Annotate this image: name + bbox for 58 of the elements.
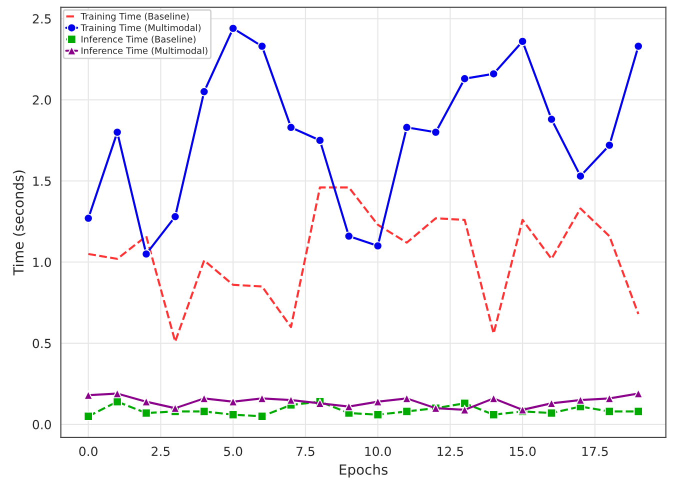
y-tick-label: 1.0 xyxy=(33,258,51,268)
point xyxy=(546,114,556,124)
point xyxy=(257,412,267,421)
point xyxy=(344,231,354,241)
point xyxy=(402,406,412,416)
point xyxy=(402,122,412,132)
x-tick-label: 2.5 xyxy=(152,446,170,456)
x-tick-label: 7.5 xyxy=(296,446,314,456)
legend-label: Training Time (Baseline) xyxy=(80,12,189,22)
y-tick-label: 0.0 xyxy=(32,420,51,430)
x-tick-label: 17.5 xyxy=(582,446,608,456)
point xyxy=(170,212,180,222)
point xyxy=(518,36,528,46)
legend-label: Inference Time (Multimodal) xyxy=(82,47,208,56)
point xyxy=(604,140,614,150)
x-tick-label: 5.0 xyxy=(224,446,242,456)
point xyxy=(84,390,94,400)
y-axis-title: Time (seconds) xyxy=(12,170,26,276)
point xyxy=(634,42,644,51)
point xyxy=(228,410,238,420)
point xyxy=(576,171,586,181)
x-tick-label: 10.0 xyxy=(365,446,391,456)
point xyxy=(112,128,122,137)
line-series xyxy=(87,186,640,343)
point xyxy=(199,406,209,416)
y-tick-label: 1.5 xyxy=(33,176,51,186)
point xyxy=(634,406,644,416)
point xyxy=(228,24,238,34)
y-tick-label: 2.5 xyxy=(32,14,51,24)
point xyxy=(286,122,296,132)
x-tick-label: 0.0 xyxy=(79,446,98,456)
x-tick-label: 15.0 xyxy=(510,446,536,456)
point xyxy=(373,397,383,406)
point xyxy=(373,410,383,420)
point xyxy=(228,397,238,406)
point xyxy=(84,412,94,421)
point xyxy=(488,69,498,79)
legend-label: Training Time (Multimodal) xyxy=(80,24,201,33)
legend-label: Inference Time (Baseline) xyxy=(82,36,196,44)
point xyxy=(460,398,470,408)
point xyxy=(604,406,614,416)
point xyxy=(460,405,470,414)
point xyxy=(373,241,383,251)
point xyxy=(84,214,94,223)
point xyxy=(546,398,556,408)
point xyxy=(460,74,470,84)
x-axis-title: Epochs xyxy=(340,464,388,478)
point xyxy=(488,410,498,420)
x-tick-label: 12.5 xyxy=(438,446,464,456)
point xyxy=(142,249,151,259)
point xyxy=(546,408,556,418)
point xyxy=(257,42,267,51)
point xyxy=(199,87,209,96)
point xyxy=(142,408,151,418)
point xyxy=(315,136,325,146)
y-tick-label: 0.5 xyxy=(32,338,51,348)
point xyxy=(431,128,440,137)
y-tick-label: 2.0 xyxy=(32,95,51,105)
